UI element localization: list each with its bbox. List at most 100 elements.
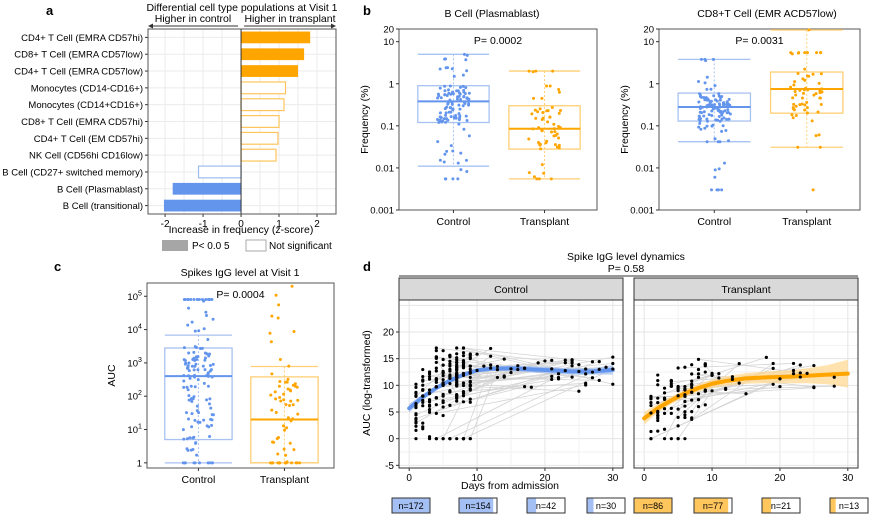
data-point (414, 412, 418, 416)
data-point (537, 177, 541, 181)
panel-a-right-direction-label: Higher in transplant (244, 13, 335, 25)
data-point (457, 95, 461, 99)
data-point (806, 88, 810, 92)
data-point (192, 435, 196, 439)
data-point (202, 327, 206, 331)
data-point (445, 105, 449, 109)
data-point (703, 389, 707, 393)
data-point (439, 96, 443, 100)
data-point (467, 134, 471, 138)
data-point (274, 397, 278, 401)
data-point (450, 102, 454, 106)
data-point (703, 81, 707, 85)
data-point (462, 95, 466, 99)
data-point (570, 375, 574, 379)
data-point (448, 369, 452, 373)
data-point (192, 297, 196, 301)
data-point (702, 110, 706, 114)
data-point (683, 415, 687, 420)
data-point (611, 367, 615, 371)
data-point (455, 356, 459, 360)
data-point (539, 147, 543, 151)
count-box: n=154 (458, 497, 498, 514)
data-point (273, 390, 277, 394)
data-point (205, 398, 209, 402)
data-point (818, 145, 822, 149)
data-point (656, 418, 660, 423)
data-point (656, 409, 660, 413)
data-point (495, 375, 500, 380)
data-point (538, 107, 542, 111)
data-point (818, 91, 822, 95)
x-tick-label: 1 (276, 219, 282, 230)
data-point (421, 388, 425, 392)
data-point (427, 435, 432, 439)
data-point (434, 360, 438, 365)
bar (240, 115, 280, 128)
panel-a-bars (163, 29, 311, 214)
data-point (279, 399, 283, 403)
data-point (669, 406, 673, 410)
smooth-fit-line (642, 371, 850, 421)
data-point (649, 397, 653, 401)
data-point (195, 409, 199, 413)
count-box-border (458, 497, 498, 514)
data-point (649, 429, 653, 434)
data-point (778, 377, 782, 381)
data-point (449, 110, 453, 114)
data-point (183, 461, 187, 465)
data-point (812, 385, 816, 389)
data-point (662, 397, 667, 401)
data-point (184, 411, 188, 415)
data-point (698, 95, 702, 99)
data-point (792, 108, 796, 112)
data-point (427, 404, 432, 408)
trajectory-line (650, 374, 713, 400)
trajectory-line (463, 352, 485, 367)
data-point (707, 113, 711, 117)
data-point (669, 384, 673, 388)
data-point (468, 370, 472, 374)
data-point (458, 85, 462, 89)
data-point (182, 379, 186, 383)
category-label: CD4+ T Cell (EMRA CD57hi) (21, 33, 143, 44)
data-point (296, 398, 300, 402)
data-point (275, 437, 279, 441)
y-tick-label: 10 (383, 381, 395, 392)
x-tick-label: 10 (471, 473, 483, 484)
x-tick-label: 2 (314, 219, 320, 230)
data-point (421, 374, 425, 379)
data-point (546, 120, 550, 124)
data-point (436, 140, 440, 144)
count-box-background (587, 498, 625, 513)
data-point (442, 160, 446, 164)
data-point (811, 72, 815, 76)
data-point (814, 92, 818, 96)
data-point (206, 384, 210, 388)
data-point (557, 146, 561, 150)
count-label: n=86 (643, 501, 663, 511)
facet-control: Control 0 10 20 30 -5 0 5 10 15 20 (383, 277, 624, 484)
data-point (690, 372, 694, 376)
data-point (551, 69, 555, 73)
data-point (427, 400, 432, 404)
data-point (798, 375, 802, 379)
data-point (206, 338, 210, 342)
data-point (509, 370, 513, 375)
data-point (271, 440, 275, 444)
data-point (697, 100, 701, 104)
data-point (690, 385, 694, 389)
data-point (527, 69, 531, 73)
y-tick-label: 10 (127, 325, 138, 336)
data-point (798, 88, 802, 92)
count-box: n=77 (693, 497, 733, 514)
data-point (584, 383, 588, 387)
data-point (434, 411, 438, 415)
data-point (444, 66, 448, 70)
plot-frame (398, 28, 598, 211)
panel-title: CD8+T Cell (EMR ACD57low) (697, 8, 837, 20)
data-point (690, 379, 694, 383)
data-point (414, 402, 418, 406)
data-point (270, 461, 274, 465)
data-point (522, 366, 527, 371)
